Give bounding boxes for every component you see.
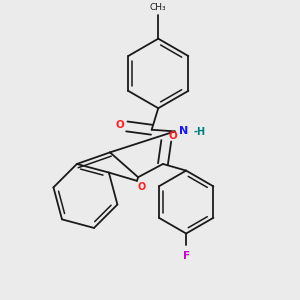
Text: N: N <box>179 126 188 136</box>
Text: CH₃: CH₃ <box>150 3 166 12</box>
Text: F: F <box>183 251 190 261</box>
Text: O: O <box>115 120 124 130</box>
Text: O: O <box>169 131 177 141</box>
Text: O: O <box>138 182 146 192</box>
Text: -H: -H <box>193 128 205 137</box>
